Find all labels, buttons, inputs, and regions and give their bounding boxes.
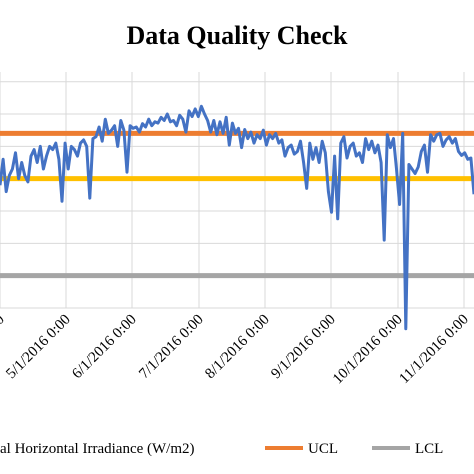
ghi-series-line [0, 104, 474, 331]
x-tick-label: 10/1/2016 0:00 [330, 312, 406, 388]
legend-label-ucl: UCL [308, 441, 338, 457]
series-lines [0, 104, 474, 331]
legend-label-ghi: al Horizontal Irradiance (W/m2) [0, 441, 195, 457]
x-tick-label: 11/1/2016 0:00 [396, 312, 471, 387]
x-tick-label: 7/1/2016 0:00 [136, 312, 207, 383]
x-tick-label: 9/1/2016 0:00 [268, 312, 339, 383]
legend: al Horizontal Irradiance (W/m2) UCL LCL [0, 441, 443, 457]
x-tick-label: 8/1/2016 0:00 [202, 312, 273, 383]
x-tick-label: 6/1/2016 0:00 [69, 312, 140, 383]
legend-label-lcl: LCL [415, 441, 443, 457]
chart-title: Data Quality Check [127, 21, 349, 50]
x-tick-label: 5/1/2016 0:00 [3, 312, 74, 383]
x-tick-labels: 4/1/2016 0:005/1/2016 0:006/1/2016 0:007… [0, 312, 472, 388]
